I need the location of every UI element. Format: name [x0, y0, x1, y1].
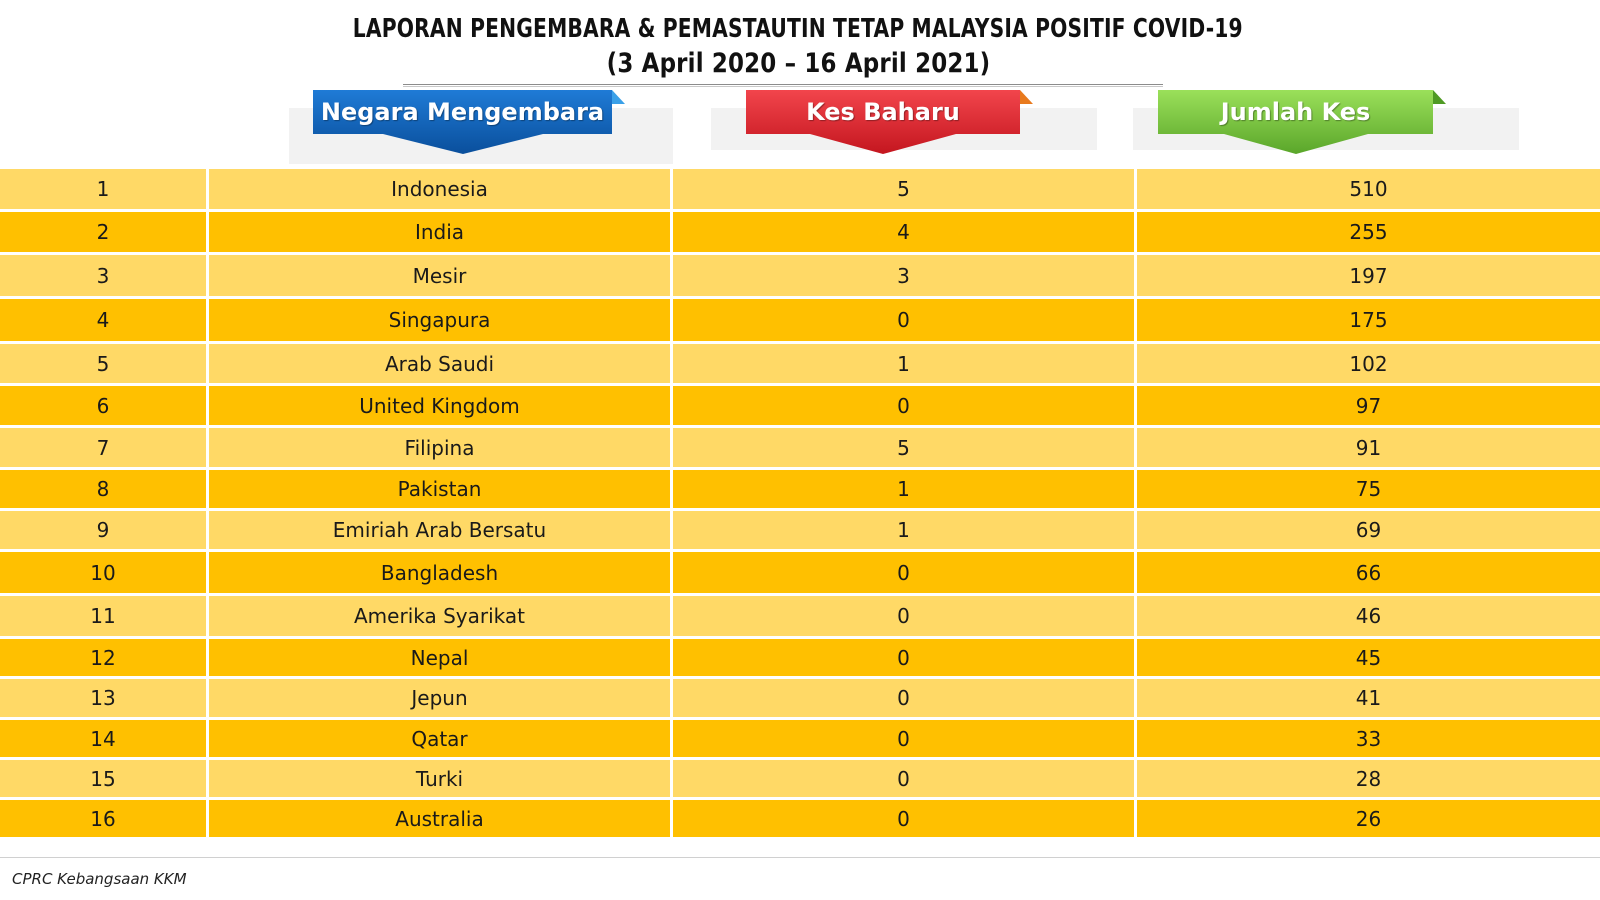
country-cell: Singapura — [209, 299, 673, 341]
country-cell: Mesir — [209, 255, 673, 296]
new-cases-cell: 0 — [673, 386, 1137, 425]
new-cases-cell: 0 — [673, 596, 1137, 636]
country-cell: Amerika Syarikat — [209, 596, 673, 636]
new-cases-cell: 0 — [673, 639, 1137, 676]
rank-cell: 12 — [0, 639, 209, 676]
table-row: 8 Pakistan 1 75 — [0, 470, 1600, 511]
country-cell: United Kingdom — [209, 386, 673, 425]
ribbon-arrow-icon — [313, 90, 625, 154]
country-cell: Arab Saudi — [209, 344, 673, 383]
new-cases-cell: 5 — [673, 428, 1137, 467]
new-cases-cell: 0 — [673, 299, 1137, 341]
table-row: 1 Indonesia 5 510 — [0, 169, 1600, 212]
new-cases-cell: 5 — [673, 169, 1137, 209]
new-cases-cell: 3 — [673, 255, 1137, 296]
total-cases-cell: 66 — [1137, 552, 1600, 593]
table-row: 6 United Kingdom 0 97 — [0, 386, 1600, 428]
table-row: 14 Qatar 0 33 — [0, 720, 1600, 760]
rank-cell: 15 — [0, 760, 209, 797]
rank-cell: 2 — [0, 212, 209, 252]
source-credit: CPRC Kebangsaan KKM — [12, 870, 187, 888]
rank-cell: 10 — [0, 552, 209, 593]
total-cases-cell: 102 — [1137, 344, 1600, 383]
table-row: 5 Arab Saudi 1 102 — [0, 344, 1600, 386]
new-cases-cell: 0 — [673, 720, 1137, 757]
table-row: 12 Nepal 0 45 — [0, 639, 1600, 679]
rank-cell: 1 — [0, 169, 209, 209]
table-row: 15 Turki 0 28 — [0, 760, 1600, 800]
cases-table: 1 Indonesia 5 510 2 India 4 255 3 Mesir 3 197 4 Singa… — [0, 166, 1600, 840]
total-cases-cell: 97 — [1137, 386, 1600, 425]
country-cell: Emiriah Arab Bersatu — [209, 511, 673, 549]
new-cases-cell: 0 — [673, 552, 1137, 593]
total-cases-cell: 175 — [1137, 299, 1600, 341]
table-row: 11 Amerika Syarikat 0 46 — [0, 596, 1600, 639]
footer-divider — [0, 857, 1600, 858]
table-row: 4 Singapura 0 175 — [0, 299, 1600, 344]
new-cases-cell: 0 — [673, 760, 1137, 797]
total-cases-cell: 41 — [1137, 679, 1600, 717]
total-cases-cell: 28 — [1137, 760, 1600, 797]
country-cell: Jepun — [209, 679, 673, 717]
total-cases-cell: 69 — [1137, 511, 1600, 549]
country-cell: Nepal — [209, 639, 673, 676]
country-cell: Filipina — [209, 428, 673, 467]
total-cases-cell: 255 — [1137, 212, 1600, 252]
total-cases-cell: 197 — [1137, 255, 1600, 296]
country-cell: Bangladesh — [209, 552, 673, 593]
country-cell: Pakistan — [209, 470, 673, 508]
rank-cell: 6 — [0, 386, 209, 425]
report-date-range: (3 April 2020 – 16 April 2021) — [606, 48, 991, 79]
table-row: 10 Bangladesh 0 66 — [0, 552, 1600, 596]
table-row: 16 Australia 0 26 — [0, 800, 1600, 840]
rank-cell: 3 — [0, 255, 209, 296]
table-row: 2 India 4 255 — [0, 212, 1600, 255]
rank-cell: 16 — [0, 800, 209, 837]
table-row: 7 Filipina 5 91 — [0, 428, 1600, 470]
title-divider — [403, 84, 1163, 87]
header-new-cases: Kes Baharu — [746, 90, 1033, 156]
header-country: Negara Mengembara — [313, 90, 625, 156]
total-cases-cell: 91 — [1137, 428, 1600, 467]
rank-cell: 11 — [0, 596, 209, 636]
total-cases-cell: 26 — [1137, 800, 1600, 837]
total-cases-cell: 510 — [1137, 169, 1600, 209]
country-cell: Qatar — [209, 720, 673, 757]
new-cases-cell: 1 — [673, 511, 1137, 549]
rank-cell: 4 — [0, 299, 209, 341]
ribbon-arrow-icon — [1158, 90, 1446, 154]
rank-cell: 9 — [0, 511, 209, 549]
country-cell: Indonesia — [209, 169, 673, 209]
table-row: 9 Emiriah Arab Bersatu 1 69 — [0, 511, 1600, 552]
new-cases-cell: 1 — [673, 344, 1137, 383]
country-cell: Turki — [209, 760, 673, 797]
total-cases-cell: 33 — [1137, 720, 1600, 757]
new-cases-cell: 4 — [673, 212, 1137, 252]
header-total-cases: Jumlah Kes — [1158, 90, 1446, 156]
ribbon-arrow-icon — [746, 90, 1033, 154]
table-row: 3 Mesir 3 197 — [0, 255, 1600, 299]
report-title: LAPORAN PENGEMBARA & PEMASTAUTIN TETAP M… — [352, 14, 1243, 44]
country-cell: India — [209, 212, 673, 252]
table-row: 13 Jepun 0 41 — [0, 679, 1600, 720]
new-cases-cell: 1 — [673, 470, 1137, 508]
header-country-label: Negara Mengembara — [320, 98, 605, 126]
header-new-cases-label: Kes Baharu — [806, 98, 960, 126]
rank-cell: 13 — [0, 679, 209, 717]
total-cases-cell: 46 — [1137, 596, 1600, 636]
new-cases-cell: 0 — [673, 800, 1137, 837]
country-cell: Australia — [209, 800, 673, 837]
total-cases-cell: 75 — [1137, 470, 1600, 508]
rank-cell: 8 — [0, 470, 209, 508]
rank-cell: 7 — [0, 428, 209, 467]
total-cases-cell: 45 — [1137, 639, 1600, 676]
header-total-cases-label: Jumlah Kes — [1220, 98, 1371, 126]
new-cases-cell: 0 — [673, 679, 1137, 717]
rank-cell: 5 — [0, 344, 209, 383]
rank-cell: 14 — [0, 720, 209, 757]
